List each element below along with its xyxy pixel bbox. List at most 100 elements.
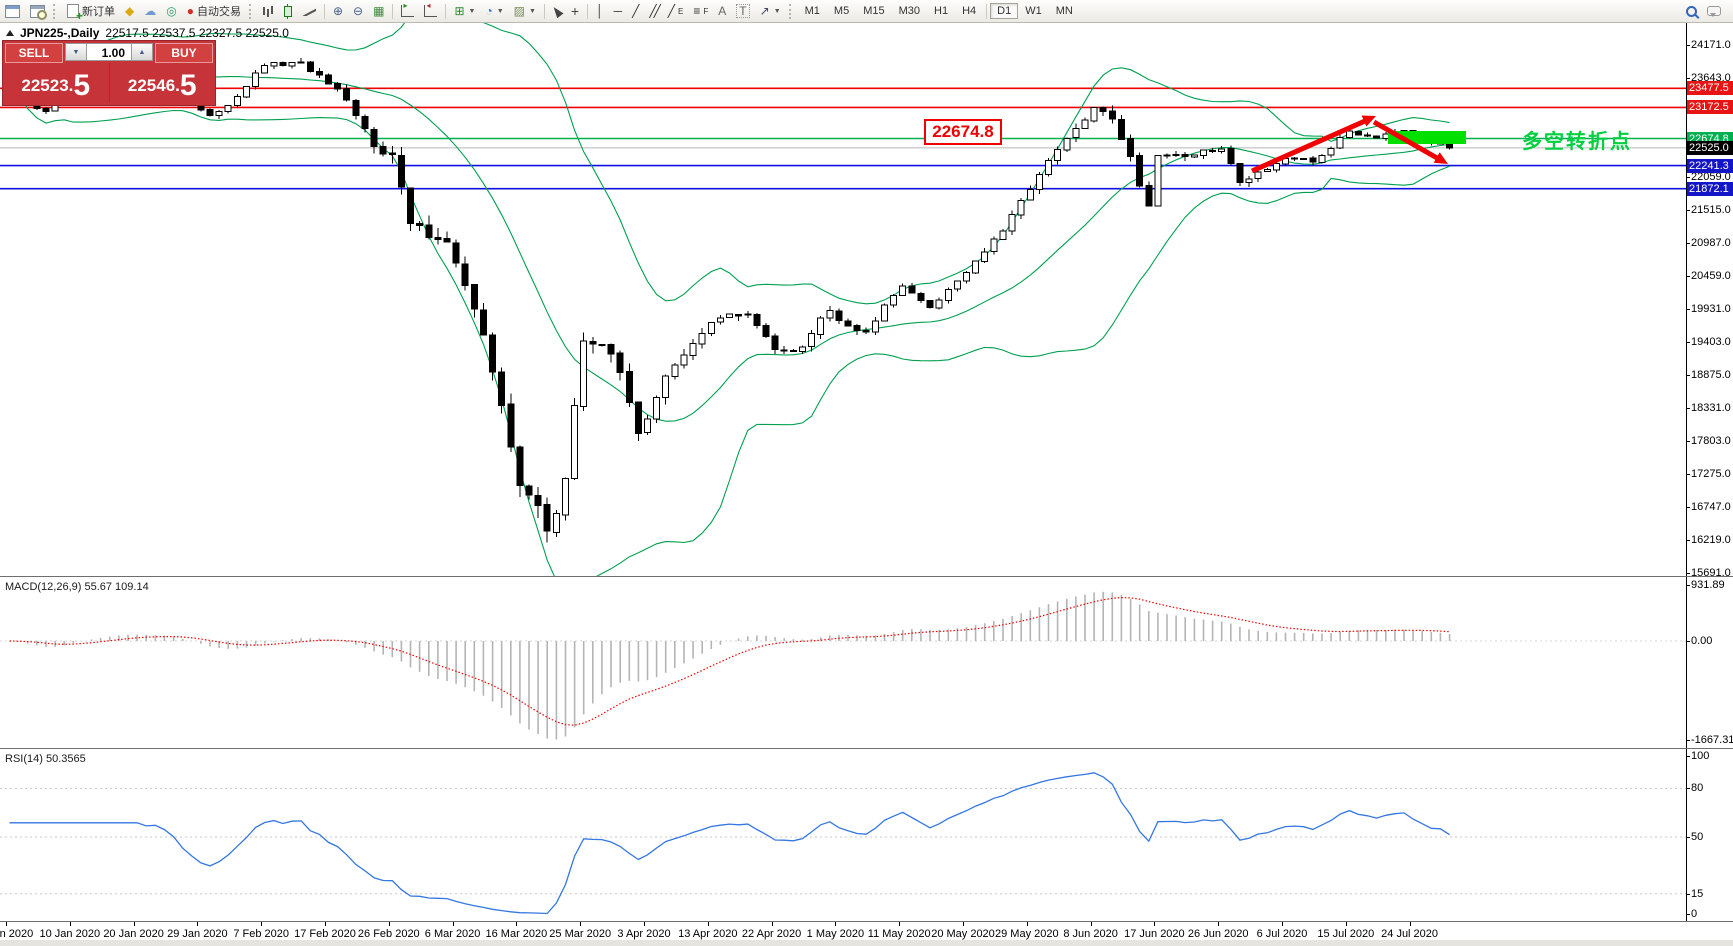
- arrows-tool-icon: ↗: [759, 4, 770, 18]
- rsi-tick-label: 50: [1691, 831, 1704, 843]
- autotrade-button[interactable]: ● 自动交易: [183, 1, 245, 21]
- price-tick-label: 22059.0: [1691, 171, 1731, 183]
- price-tick-label: 16219.0: [1691, 534, 1731, 546]
- templates-button[interactable]: ▨ ▼: [510, 3, 540, 19]
- buy-price-main: 22546: [127, 76, 176, 95]
- bollinger-lower-band: [9, 77, 1450, 576]
- price-tag: 21872.1: [1687, 182, 1733, 196]
- chart-shift-button[interactable]: ◂: [420, 2, 441, 19]
- indicators-button[interactable]: ⊞ ▼: [450, 3, 479, 19]
- macd-tick-label: 0.00: [1691, 635, 1713, 647]
- line-chart-button[interactable]: [298, 4, 320, 18]
- sell-price[interactable]: 22523. 5: [3, 63, 110, 103]
- fibonacci-button[interactable]: ≡ F: [689, 3, 712, 19]
- candlestick-icon: [283, 3, 292, 19]
- tf-d1-button[interactable]: D1: [990, 3, 1019, 19]
- candlestick-button[interactable]: [280, 3, 296, 19]
- pane-separator: [0, 921, 1733, 922]
- fibonacci-icon: ≡: [693, 4, 701, 18]
- price-tick-label: 24171.0: [1691, 39, 1731, 51]
- price-tick-label: 20459.0: [1691, 270, 1731, 282]
- level-annotation[interactable]: 22674.8: [924, 119, 1002, 145]
- channel-button[interactable]: ╱╱: [645, 3, 661, 19]
- lot-size-input[interactable]: 1.00: [87, 43, 131, 61]
- signals-icon: ◎: [166, 4, 177, 18]
- price-tag: 23477.5: [1687, 81, 1733, 95]
- fibonacci-label: F: [703, 6, 709, 16]
- pane-separator[interactable]: [0, 748, 1733, 749]
- cursor-button[interactable]: [549, 4, 565, 19]
- macd-pane-label: MACD(12,26,9) 55.67 109.14: [5, 581, 149, 593]
- tf-h4-button[interactable]: H4: [962, 5, 977, 17]
- templates-icon: ▨: [513, 4, 525, 18]
- signals-button[interactable]: ◎: [162, 3, 180, 19]
- price-tag: 22674.8: [1687, 132, 1733, 146]
- buy-price[interactable]: 22546. 5: [110, 63, 216, 103]
- price-tick-label: 21515.0: [1691, 204, 1731, 216]
- zoom-out-button[interactable]: ⊖: [349, 3, 367, 19]
- tf-h1-button[interactable]: H1: [934, 5, 949, 17]
- tf-m15-button[interactable]: M15: [863, 5, 885, 17]
- candles: [6, 49, 1454, 543]
- price-tag: 22525.0: [1687, 141, 1733, 155]
- search-button[interactable]: [1682, 4, 1701, 19]
- rsi-tick-label: 15: [1691, 888, 1704, 900]
- chart-canvas[interactable]: [0, 0, 1686, 946]
- text-tool-button[interactable]: A: [714, 3, 730, 19]
- autoscroll-button[interactable]: ▸: [397, 2, 418, 19]
- new-chart-icon: [5, 4, 20, 18]
- trendline-button[interactable]: ╱: [628, 3, 643, 19]
- periods-button[interactable]: ◔ ▼: [481, 3, 507, 19]
- community-button[interactable]: ☁: [140, 3, 160, 19]
- chevron-down-icon: ▼: [528, 7, 536, 15]
- chart-region[interactable]: 24171.0 23643.0 23115.0 22587.0 22059.0 21515…: [0, 22, 1733, 946]
- trend-arrows[interactable]: [1250, 115, 1448, 174]
- pivot-annotation[interactable]: 多空转折点: [1522, 131, 1632, 153]
- horizontal-line-button[interactable]: ─: [610, 3, 627, 19]
- bollinger-upper-band: [9, 22, 1450, 305]
- rsi-tick-label: 0: [1691, 908, 1698, 920]
- profiles-button[interactable]: [26, 3, 49, 20]
- chat-button[interactable]: [1703, 4, 1725, 18]
- bar-chart-button[interactable]: [259, 5, 278, 17]
- new-order-label: 新订单: [82, 6, 115, 18]
- tf-w1-button[interactable]: W1: [1025, 5, 1042, 17]
- arrows-tool-button[interactable]: ↗ ▼: [756, 3, 785, 19]
- macd-tick-label: -1667.31: [1691, 734, 1733, 746]
- price-tag: 22241.3: [1687, 159, 1733, 173]
- toolbar-separator: [323, 3, 325, 19]
- buy-button[interactable]: BUY: [155, 43, 213, 63]
- sell-price-dot: .: [68, 76, 74, 95]
- price-axis-border: [1686, 22, 1687, 921]
- sell-button[interactable]: SELL: [5, 43, 63, 63]
- bar-chart-icon: [262, 7, 265, 15]
- profiles-icon: [30, 4, 47, 20]
- label-tool-button[interactable]: T: [732, 2, 753, 20]
- crosshair-button[interactable]: +: [567, 3, 583, 19]
- pane-separator[interactable]: [0, 576, 1733, 577]
- tf-m30-button[interactable]: M30: [898, 5, 921, 17]
- cursor-icon: [550, 4, 564, 18]
- tile-windows-button[interactable]: ▦: [369, 3, 388, 19]
- lot-decrease-button[interactable]: ▼: [65, 43, 87, 61]
- zoom-in-button[interactable]: ⊕: [329, 3, 347, 19]
- price-tick-label: 18875.0: [1691, 369, 1731, 381]
- search-icon: [1686, 5, 1697, 17]
- vertical-line-button[interactable]: │: [592, 3, 608, 19]
- toolbar-grip: [788, 3, 795, 19]
- mql5-button[interactable]: ◆: [121, 3, 138, 19]
- price-tick-label: 23643.0: [1691, 72, 1731, 84]
- toolbar-grip: [53, 3, 59, 19]
- tf-mn-button[interactable]: MN: [1055, 5, 1073, 17]
- symbol-collapse-icon[interactable]: [6, 30, 14, 36]
- tf-m5-button[interactable]: M5: [833, 5, 850, 17]
- new-order-button[interactable]: 新订单: [63, 1, 119, 23]
- tf-m1-button[interactable]: M1: [804, 5, 820, 17]
- buy-price-fraction: 5: [179, 69, 197, 102]
- rsi-tick-label: 100: [1691, 750, 1710, 762]
- label-tool-icon: T: [736, 4, 750, 18]
- lot-increase-button[interactable]: ▲: [131, 43, 153, 61]
- new-chart-button[interactable]: [1, 3, 24, 20]
- sell-price-main: 22523: [21, 76, 69, 95]
- equidistant-channel-button[interactable]: ╱ E: [664, 3, 688, 19]
